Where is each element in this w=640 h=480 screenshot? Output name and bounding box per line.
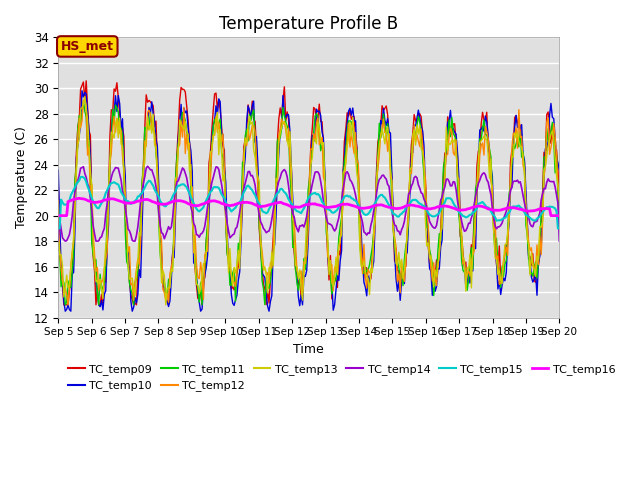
TC_temp11 [232,299,239,304]
TC_temp13 [276,130,284,136]
TC_temp13 [556,197,563,203]
TC_temp11 [61,302,69,308]
TC_temp12 [207,178,214,184]
TC_temp16 [529,208,537,214]
TC_temp10 [232,297,239,303]
TC_temp14 [54,238,62,244]
TC_temp12 [531,264,538,270]
TC_temp14 [205,195,213,201]
TC_temp12 [79,97,87,103]
TC_temp14 [556,238,563,244]
TC_temp11 [118,132,126,138]
TC_temp16 [205,199,213,204]
TC_temp15 [275,189,283,195]
Line: TC_temp12: TC_temp12 [58,100,559,305]
Line: TC_temp11: TC_temp11 [58,101,559,305]
X-axis label: Time: Time [293,343,324,356]
TC_temp11 [207,168,214,174]
TC_temp09 [83,78,90,84]
Line: TC_temp10: TC_temp10 [58,91,559,311]
TC_temp12 [232,284,239,289]
TC_temp16 [54,213,62,218]
TC_temp14 [116,171,124,177]
TC_temp10 [531,276,538,282]
TC_temp15 [529,217,537,223]
TC_temp10 [54,168,62,173]
Title: Temperature Profile B: Temperature Profile B [220,15,398,33]
TC_temp16 [230,202,238,208]
TC_temp14 [230,231,238,237]
TC_temp14 [529,224,537,229]
Line: TC_temp16: TC_temp16 [58,198,559,216]
TC_temp09 [118,125,126,131]
TC_temp16 [222,202,230,207]
TC_temp15 [117,189,125,195]
TC_temp10 [276,128,284,134]
TC_temp15 [556,226,563,231]
TC_temp10 [61,308,69,314]
TC_temp15 [230,206,238,212]
TC_temp11 [556,221,563,227]
TC_temp16 [556,213,563,218]
TC_temp10 [207,167,214,173]
TC_temp09 [556,201,563,206]
Y-axis label: Temperature (C): Temperature (C) [15,127,28,228]
TC_temp10 [556,167,563,172]
TC_temp11 [276,135,284,141]
TC_temp13 [223,236,231,241]
Line: TC_temp09: TC_temp09 [58,81,559,305]
TC_temp09 [232,284,239,290]
TC_temp15 [78,174,86,180]
TC_temp12 [556,198,563,204]
TC_temp13 [162,302,170,308]
TC_temp14 [275,178,283,184]
TC_temp13 [81,94,88,99]
TC_temp15 [205,192,213,197]
TC_temp11 [531,264,538,270]
TC_temp12 [118,153,126,158]
TC_temp09 [531,278,538,284]
TC_temp13 [54,228,62,233]
TC_temp12 [54,198,62,204]
Legend: TC_temp09, TC_temp10, TC_temp11, TC_temp12, TC_temp13, TC_temp14, TC_temp15, TC_: TC_temp09, TC_temp10, TC_temp11, TC_temp… [64,360,620,396]
TC_temp15 [222,199,230,205]
TC_temp10 [223,228,231,234]
TC_temp13 [117,141,125,147]
TC_temp09 [54,179,62,184]
Line: TC_temp15: TC_temp15 [58,177,559,228]
TC_temp13 [207,149,214,155]
TC_temp13 [232,270,239,276]
Line: TC_temp14: TC_temp14 [58,166,559,241]
TC_temp12 [223,236,231,242]
TC_temp11 [54,234,62,240]
TC_temp09 [276,105,284,111]
TC_temp09 [60,302,68,308]
TC_temp11 [79,98,87,104]
TC_temp09 [223,250,231,255]
TC_temp16 [275,200,283,205]
TC_temp12 [276,126,284,132]
TC_temp14 [222,208,230,214]
Line: TC_temp13: TC_temp13 [58,96,559,305]
TC_temp10 [118,116,126,121]
Text: HS_met: HS_met [61,40,114,53]
TC_temp15 [54,226,62,231]
TC_temp16 [76,195,83,201]
TC_temp14 [144,163,152,169]
TC_temp10 [78,88,86,94]
TC_temp13 [531,267,538,273]
TC_temp11 [223,252,231,257]
TC_temp09 [207,150,214,156]
TC_temp16 [117,199,125,204]
TC_temp12 [64,302,72,308]
